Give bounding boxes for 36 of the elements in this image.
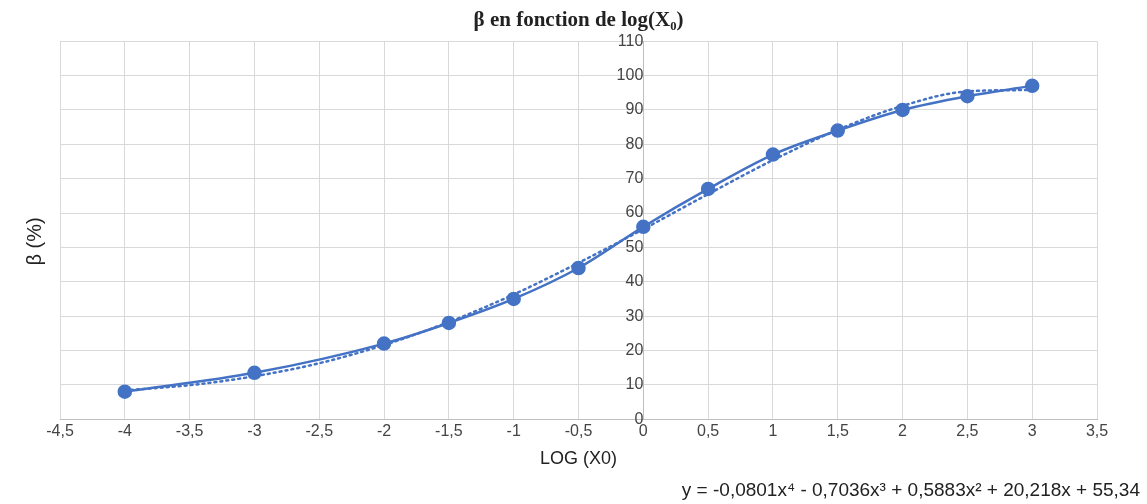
x-tick-label: -1,5	[435, 422, 463, 440]
y-tick-label: 70	[625, 169, 644, 187]
x-tick-label: -2,5	[305, 422, 334, 440]
point	[1024, 78, 1040, 94]
point	[247, 365, 262, 381]
y-tick-label: 110	[617, 31, 644, 49]
x-tick-label: 2,5	[956, 422, 979, 440]
y-tick-label: 40	[625, 272, 644, 290]
x-tick-label: -0,5	[564, 422, 593, 440]
point	[571, 260, 586, 276]
y-tick-label: 90	[625, 100, 644, 118]
y-tick-label: 30	[625, 306, 644, 324]
x-tick-label: 1,5	[826, 422, 849, 440]
y-tick-label: 60	[625, 203, 644, 221]
x-tick-label: -2	[376, 422, 392, 440]
y-tick-label: 100	[616, 65, 644, 83]
y-tick-label: 50	[625, 237, 644, 255]
y-tick-label: 10	[625, 375, 644, 393]
x-tick-label: -3	[247, 422, 262, 440]
y-tick-label: 20	[625, 340, 644, 358]
y-axis-title: β (%)	[22, 217, 46, 266]
chart-title: β en fonction de log(X₀)	[473, 7, 684, 32]
x-tick-label: 3,5	[1085, 422, 1109, 440]
x-tick-label: 2	[898, 422, 908, 440]
point	[117, 384, 133, 399]
x-tick-label: -1	[506, 422, 521, 440]
y-tick-label: 80	[625, 134, 644, 152]
x-tick-label: -4,5	[46, 422, 74, 440]
x-axis-title: LOG (X0)	[539, 448, 618, 469]
x-tick-label: 3	[1027, 422, 1037, 440]
text: y = -0,0801x⁴ - 0,7036x³ + 0,5883x² + 20,218x + 55,34	[681, 478, 1141, 500]
point	[765, 147, 781, 162]
x-tick-label: -4	[117, 422, 133, 440]
x-tick-label: -3,5	[175, 422, 204, 440]
x-tick-label: 0,5	[697, 422, 720, 440]
x-tick-label: 1	[768, 422, 778, 440]
